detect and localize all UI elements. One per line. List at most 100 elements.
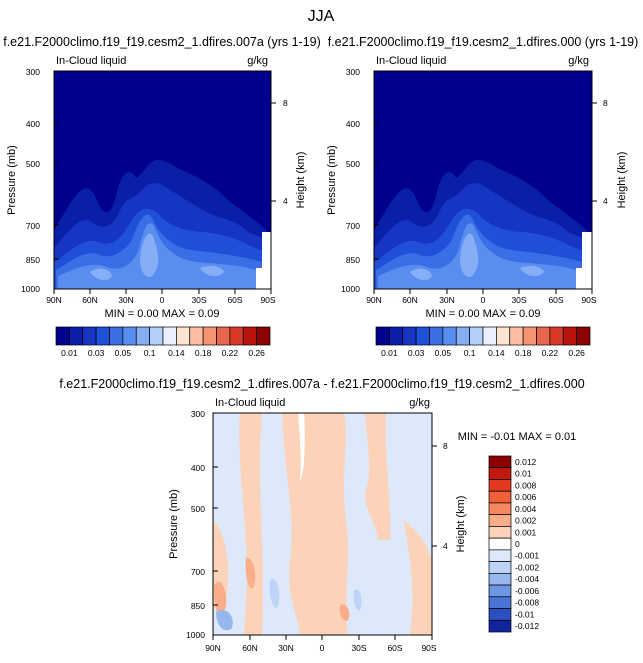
colorbar-swatch [488, 502, 512, 516]
colorbar-swatch [488, 490, 512, 504]
colorbar-label: 0.18 [515, 348, 532, 358]
colorbar-swatch [488, 561, 512, 574]
colorbar-swatch [176, 326, 191, 346]
x-tick-label: 90S [421, 643, 436, 653]
variable-label: In-Cloud liquid [56, 55, 126, 67]
colorbar-swatch [488, 608, 512, 621]
colorbar-swatch [562, 326, 577, 346]
colorbar-swatch [488, 549, 512, 562]
colorbar-label: 0.22 [222, 348, 239, 358]
variable-label: In-Cloud liquid [376, 55, 446, 67]
colorbar-swatch [82, 326, 97, 346]
x-tick-label: 30N [118, 295, 134, 305]
colorbar-label: 0 [515, 539, 520, 549]
y-axis-title: Pressure (mb) [6, 145, 18, 215]
colorbar-label: 0.03 [88, 348, 105, 358]
y-axis-title: Pressure (mb) [326, 145, 338, 215]
colorbar-swatch [216, 326, 231, 346]
colorbar-swatch [549, 326, 564, 346]
colorbar-swatch [375, 326, 390, 346]
colorbar-swatch [522, 326, 537, 346]
y-tick-label: 400 [26, 119, 40, 129]
colorbar-label: 0.18 [195, 348, 212, 358]
panel-top-left: f.e21.F2000climo.f19_f19.cesm2_1.dfires.… [3, 35, 321, 358]
x-tick-label: 0 [320, 643, 325, 653]
colorbar-swatch [109, 326, 124, 346]
colorbar-label: -0.006 [515, 586, 539, 596]
colorbar-swatch [488, 537, 512, 551]
colorbar-swatch [69, 326, 84, 346]
colorbar-swatch [496, 326, 511, 346]
panel-difference: f.e21.F2000climo.f19_f19.cesm2_1.dfires.… [59, 377, 584, 653]
colorbar-swatch [488, 572, 512, 586]
y-tick-label: 700 [346, 221, 360, 231]
x-tick-label: 90S [581, 295, 596, 305]
y-tick-label: 500 [346, 159, 360, 169]
colorbar-swatch [488, 455, 512, 469]
x-tick-label: 30N [278, 643, 294, 653]
colorbar-swatch [429, 326, 444, 346]
colorbar-label: 0.14 [168, 348, 185, 358]
x-tick-label: 30S [351, 643, 366, 653]
y-tick-label: 400 [191, 463, 205, 473]
colorbar-label: 0.26 [248, 348, 265, 358]
x-tick-label: 60N [242, 643, 258, 653]
y-tick-label: 850 [346, 255, 360, 265]
panel-title: f.e21.F2000climo.f19_f19.cesm2_1.dfires.… [3, 35, 321, 49]
colorbar-label: -0.001 [515, 551, 539, 561]
units-label: g/kg [247, 55, 268, 67]
y-axis: 300 400 500 700 850 1000 Pressure (mb) [326, 67, 379, 294]
x-tick-label: 90N [366, 295, 382, 305]
colorbar-label: 0.1 [144, 348, 156, 358]
colorbar-swatch [488, 619, 512, 633]
colorbar-label: 0.05 [435, 348, 452, 358]
colorbar-swatch [488, 514, 512, 527]
colorbar-swatch [149, 326, 164, 346]
height-axis-title: Height (km) [455, 496, 467, 553]
y-tick-label: 500 [191, 504, 205, 514]
colorbar-label: 0.03 [408, 348, 425, 358]
colorbar-swatch [229, 326, 244, 346]
y-tick-label: 400 [346, 119, 360, 129]
colorbar-swatch [488, 596, 512, 609]
colorbar-swatch [576, 326, 591, 346]
colorbar-swatch [488, 467, 512, 480]
x-axis: 90N 60N 30N 0 30S 60S 90S [205, 635, 437, 653]
x-tick-label: 90N [205, 643, 221, 653]
height-axis-title: Height (km) [295, 152, 307, 209]
colorbar-swatch [536, 326, 551, 346]
x-tick-label: 60S [227, 295, 242, 305]
variable-label: In-Cloud liquid [215, 397, 285, 409]
units-label: g/kg [409, 397, 430, 409]
colorbar-swatch [482, 326, 497, 346]
height-axis-title: Height (km) [616, 152, 628, 209]
colorbar-swatch [162, 326, 177, 346]
colorbar-swatch [122, 326, 137, 346]
height-tick-label: 8 [443, 441, 448, 451]
colorbar-label: -0.008 [515, 598, 539, 608]
y-tick-label: 1000 [341, 284, 360, 294]
x-axis: 90N 60N 30N 0 30S 60S 90S [46, 289, 276, 305]
panel-title: f.e21.F2000climo.f19_f19.cesm2_1.dfires.… [59, 377, 584, 391]
colorbar-swatch [189, 326, 204, 346]
x-tick-label: 90S [260, 295, 275, 305]
colorbar-swatch [55, 326, 70, 346]
y-tick-label: 850 [191, 601, 205, 611]
colorbar-label: 0.008 [515, 480, 537, 490]
colorbar-swatch [455, 326, 470, 346]
height-tick-label: 4 [603, 196, 608, 206]
x-tick-label: 30S [191, 295, 206, 305]
y-tick-label: 1000 [186, 630, 205, 640]
y-tick-label: 700 [26, 221, 40, 231]
x-tick-label: 30S [511, 295, 526, 305]
y-tick-label: 850 [26, 255, 40, 265]
colorbar: 0.01 0.03 0.05 0.1 0.14 0.18 0.22 0.26 [375, 326, 591, 358]
contour-field [374, 71, 592, 289]
colorbar-swatch [488, 526, 512, 539]
colorbar-swatch [242, 326, 257, 346]
y-tick-label: 300 [191, 409, 205, 419]
colorbar-swatch [95, 326, 110, 346]
